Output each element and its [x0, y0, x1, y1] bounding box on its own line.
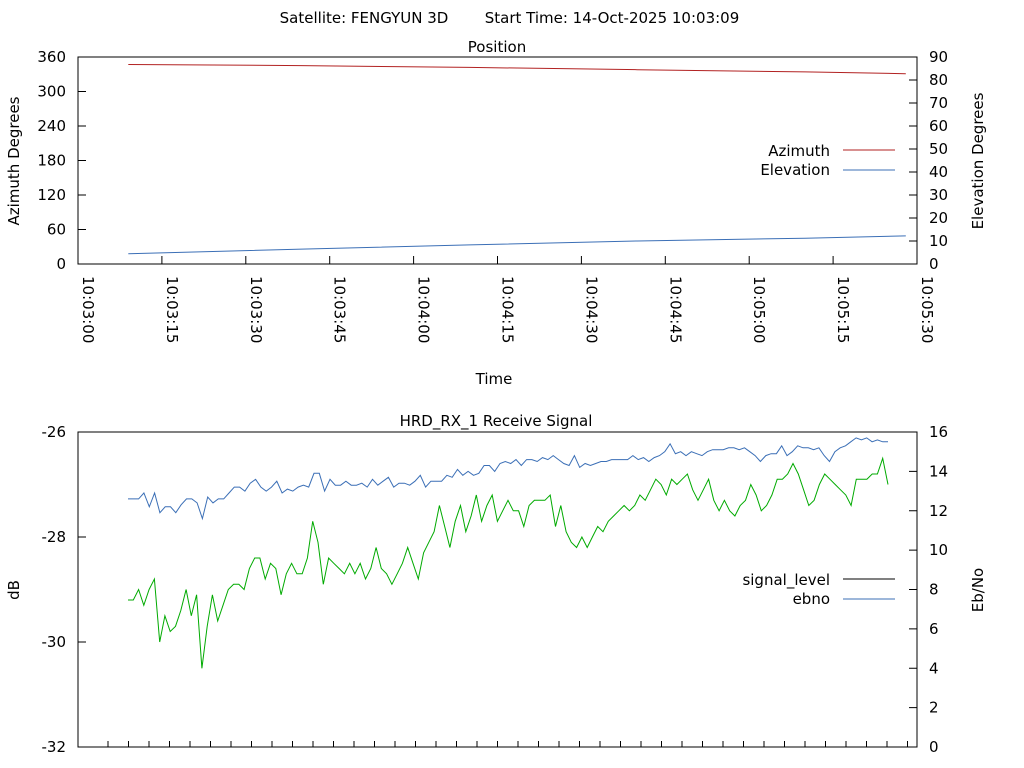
position-y-axis: 0 60 120 180 240 300 360 [37, 48, 86, 273]
start-time-label: Start Time: 14-Oct-2025 10:03:09 [485, 9, 740, 27]
signal-y-axis: -26 -28 -30 -32 [42, 423, 86, 756]
position-chart: Position 0 60 120 180 240 300 360 0 10 20 30 40 50 6… [5, 38, 987, 388]
signal-y-tick-label: -28 [42, 528, 67, 546]
position-y-tick-label: 60 [47, 221, 66, 239]
position-series-azimuth-line [128, 64, 906, 75]
position-y2-tick-label: 10 [929, 232, 948, 250]
signal-y2-axis: 0 2 4 6 8 10 12 14 16 [909, 423, 948, 756]
position-y2-tick-label: 60 [929, 117, 948, 135]
signal-y2-tick-label: 6 [929, 620, 939, 638]
signal-y2-tick-label: 4 [929, 659, 939, 677]
position-x-tick-label: 10:03:30 [247, 276, 265, 343]
position-x-axis: 10:03:00 10:03:15 10:03:30 10:03:45 10:04:00… [77, 256, 936, 343]
position-x-tick-label: 10:04:15 [499, 276, 517, 343]
position-y2-tick-label: 90 [929, 48, 948, 66]
position-x-tick-label: 10:03:00 [79, 276, 97, 343]
signal-y-tick-label: -26 [42, 423, 67, 441]
signal-series-ebno-line [128, 437, 888, 521]
position-y2-tick-label: 80 [929, 71, 948, 89]
position-x-tick-label: 10:03:15 [163, 276, 181, 343]
signal-ylabel: dB [5, 580, 23, 600]
position-x-tick-label: 10:04:00 [415, 276, 433, 343]
position-x-tick-label: 10:04:45 [666, 276, 684, 343]
position-y-tick-label: 240 [37, 117, 66, 135]
signal-y2-tick-label: 2 [929, 699, 939, 717]
signal-y2-tick-label: 0 [929, 738, 939, 756]
legend-azimuth-label: Azimuth [768, 142, 830, 160]
position-series [128, 64, 906, 255]
position-y2-tick-label: 0 [929, 255, 939, 273]
position-y2-tick-label: 50 [929, 140, 948, 158]
signal-y2-tick-label: 12 [929, 502, 948, 520]
signal-y-tick-label: -32 [42, 738, 67, 756]
position-y2-tick-label: 70 [929, 94, 948, 112]
position-x-tick-label: 10:03:45 [331, 276, 349, 343]
position-x-tick-label: 10:04:30 [582, 276, 600, 343]
position-y-tick-label: 120 [37, 186, 66, 204]
signal-y2label: Eb/No [969, 568, 987, 612]
signal-chart: HRD_RX_1 Receive Signal -26 -28 -30 -32 0 2 4… [5, 412, 987, 756]
position-y2-tick-label: 40 [929, 163, 948, 181]
signal-series-signal-level-trace-line [128, 456, 889, 669]
signal-y2-tick-label: 14 [929, 462, 948, 480]
position-x-tick-label: 10:05:15 [834, 276, 852, 343]
position-xlabel: Time [475, 370, 513, 388]
position-y-tick-label: 180 [37, 152, 66, 170]
signal-series [128, 437, 889, 669]
signal-y2-tick-label: 16 [929, 423, 948, 441]
position-y-tick-label: 300 [37, 83, 66, 101]
position-y2-tick-label: 30 [929, 186, 948, 204]
signal-legend: signal_level ebno [742, 571, 895, 608]
position-x-tick-label: 10:05:30 [918, 276, 936, 343]
signal-y2-tick-label: 8 [929, 581, 939, 599]
signal-title: HRD_RX_1 Receive Signal [400, 412, 593, 431]
legend-signal-level-label: signal_level [742, 571, 830, 590]
position-y2-axis: 0 10 20 30 40 50 60 70 80 90 [909, 48, 948, 273]
position-title: Position [468, 38, 526, 56]
legend-ebno-label: ebno [793, 590, 830, 608]
legend-elevation-label: Elevation [760, 161, 830, 179]
position-legend: Azimuth Elevation [760, 142, 895, 179]
signal-plot-frame [77, 431, 918, 748]
signal-y2-tick-label: 10 [929, 541, 948, 559]
position-ylabel: Azimuth Degrees [5, 96, 23, 225]
position-y2label: Elevation Degrees [969, 92, 987, 229]
signal-x-axis [107, 741, 908, 747]
satellite-label: Satellite: FENGYUN 3D [280, 9, 449, 27]
position-y-tick-label: 360 [37, 48, 66, 66]
position-series-elevation-line [128, 235, 906, 255]
position-y-tick-label: 0 [56, 255, 66, 273]
signal-y-tick-label: -30 [42, 633, 67, 651]
position-x-tick-label: 10:05:00 [750, 276, 768, 343]
position-y2-tick-label: 20 [929, 209, 948, 227]
